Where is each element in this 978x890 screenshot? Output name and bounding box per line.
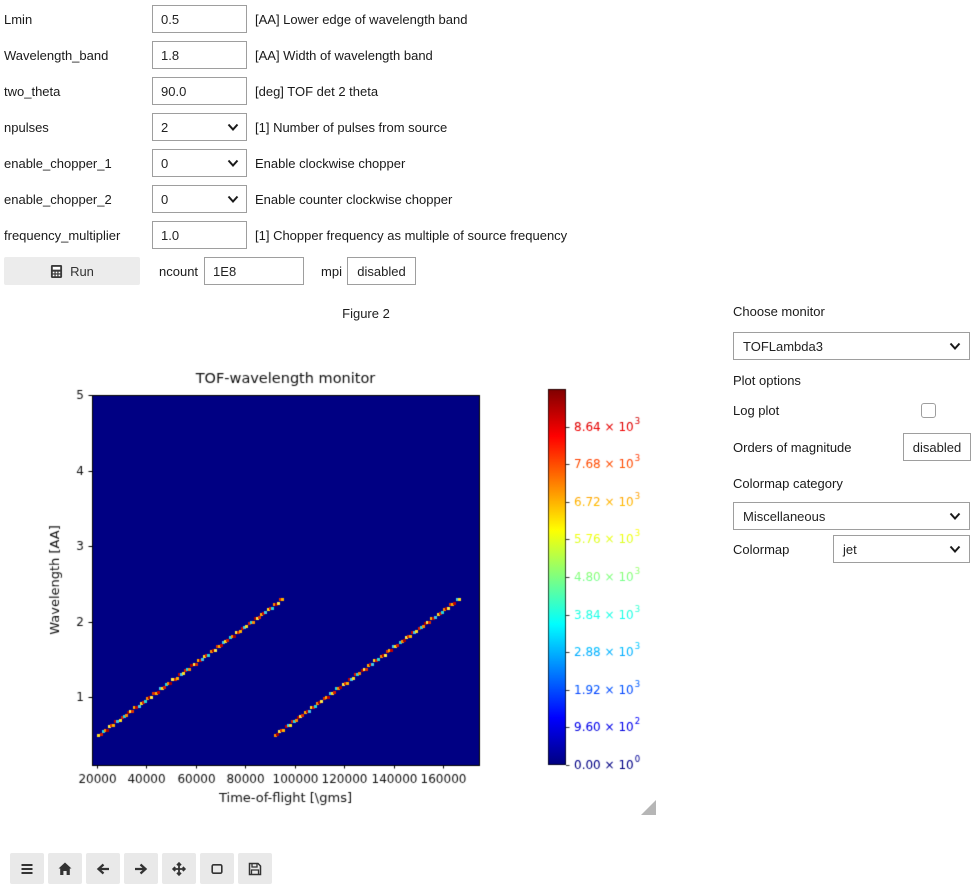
enable-chopper-1-description: Enable clockwise chopper xyxy=(255,155,406,171)
colormap-select[interactable]: jet xyxy=(833,535,970,563)
two-theta-description: [deg] TOF det 2 theta xyxy=(255,83,379,99)
pan-move-icon xyxy=(171,861,187,876)
colormap-category-select[interactable]: Miscellaneous xyxy=(733,502,970,530)
npulses-select[interactable]: 2 xyxy=(152,113,247,141)
parameter-form: Lmin [AA] Lower edge of wavelength band … xyxy=(4,5,567,285)
run-button-label: Run xyxy=(70,263,94,279)
figure-resize-handle[interactable] xyxy=(641,800,656,815)
matplotlib-toolbar xyxy=(10,853,272,884)
enable-chopper-2-label: enable_chopper_2 xyxy=(4,191,112,207)
mpi-label: mpi xyxy=(321,263,342,279)
two-theta-label: two_theta xyxy=(4,83,61,99)
npulses-select-value: 2 xyxy=(161,119,169,135)
form-row-lmin: Lmin [AA] Lower edge of wavelength band xyxy=(4,5,567,33)
enable-chopper-1-select-value: 0 xyxy=(161,155,169,171)
toolbar-zoom-rect-button[interactable] xyxy=(200,853,234,884)
figure-widget: Figure 2 xyxy=(36,306,696,820)
log-plot-label: Log plot xyxy=(733,403,780,418)
ncount-label: ncount xyxy=(159,263,199,279)
colormap-label: Colormap xyxy=(733,541,790,557)
enable-chopper-1-select[interactable]: 0 xyxy=(152,149,247,177)
wavelength-band-description: [AA] Width of wavelength band xyxy=(255,47,433,63)
form-row-wavelength-band: Wavelength_band [AA] Width of wavelength… xyxy=(4,41,567,69)
save-icon xyxy=(248,862,262,875)
toolbar-back-button[interactable] xyxy=(86,853,120,884)
home-icon xyxy=(58,862,72,875)
plot-options-panel: Choose monitor TOFLambda3 Plot options L… xyxy=(733,304,971,563)
menu-icon xyxy=(21,863,33,874)
enable-chopper-1-label: enable_chopper_1 xyxy=(4,155,112,171)
colormap-category-select-value: Miscellaneous xyxy=(743,508,826,524)
chevron-down-icon xyxy=(227,159,239,167)
toolbar-forward-button[interactable] xyxy=(124,853,158,884)
orders-of-magnitude-box[interactable]: disabled xyxy=(903,433,971,461)
chevron-down-icon xyxy=(949,342,961,350)
arrow-right-icon xyxy=(135,863,148,874)
chevron-down-icon xyxy=(949,545,961,553)
zoom-rect-icon xyxy=(211,863,223,874)
wavelength-band-label: Wavelength_band xyxy=(4,47,109,63)
choose-monitor-label: Choose monitor xyxy=(733,304,825,319)
toolbar-menu-button[interactable] xyxy=(10,853,44,884)
ncount-input[interactable] xyxy=(204,257,305,285)
colormap-select-value: jet xyxy=(843,541,857,557)
toolbar-pan-button[interactable] xyxy=(162,853,196,884)
tof-wavelength-monitor-canvas[interactable] xyxy=(36,330,696,820)
plot-options-label: Plot options xyxy=(733,373,801,388)
log-plot-checkbox[interactable] xyxy=(921,403,936,418)
mpi-value-box[interactable]: disabled xyxy=(347,257,416,285)
lmin-description: [AA] Lower edge of wavelength band xyxy=(255,11,468,27)
frequency-multiplier-input[interactable] xyxy=(152,221,247,249)
lmin-input[interactable] xyxy=(152,5,247,33)
colormap-row: Colormap jet xyxy=(733,535,970,563)
two-theta-input[interactable] xyxy=(152,77,247,105)
enable-chopper-2-description: Enable counter clockwise chopper xyxy=(255,191,453,207)
enable-chopper-2-select-value: 0 xyxy=(161,191,169,207)
npulses-label: npulses xyxy=(4,119,49,135)
chevron-down-icon xyxy=(227,123,239,131)
orders-of-magnitude-row: Orders of magnitude disabled xyxy=(733,433,971,461)
form-row-enable-chopper-1: enable_chopper_1 0 Enable clockwise chop… xyxy=(4,149,567,177)
toolbar-save-button[interactable] xyxy=(238,853,272,884)
run-row: Run ncount mpi disabled xyxy=(4,257,567,285)
lmin-label: Lmin xyxy=(4,11,33,27)
monitor-select[interactable]: TOFLambda3 xyxy=(733,332,970,360)
calculator-icon xyxy=(50,264,63,278)
form-row-two-theta: two_theta [deg] TOF det 2 theta xyxy=(4,77,567,105)
npulses-description: [1] Number of pulses from source xyxy=(255,119,448,135)
enable-chopper-2-select[interactable]: 0 xyxy=(152,185,247,213)
form-row-enable-chopper-2: enable_chopper_2 0 Enable counter clockw… xyxy=(4,185,567,213)
frequency-multiplier-description: [1] Chopper frequency as multiple of sou… xyxy=(255,227,568,243)
run-button[interactable]: Run xyxy=(4,257,140,285)
colormap-category-label: Colormap category xyxy=(733,476,843,491)
monitor-select-value: TOFLambda3 xyxy=(743,338,823,354)
orders-of-magnitude-label: Orders of magnitude xyxy=(733,439,852,455)
log-plot-row: Log plot xyxy=(733,403,936,418)
frequency-multiplier-label: frequency_multiplier xyxy=(4,227,121,243)
chevron-down-icon xyxy=(949,512,961,520)
chevron-down-icon xyxy=(227,195,239,203)
form-row-npulses: npulses 2 [1] Number of pulses from sour… xyxy=(4,113,567,141)
figure-title: Figure 2 xyxy=(342,306,390,321)
wavelength-band-input[interactable] xyxy=(152,41,247,69)
toolbar-home-button[interactable] xyxy=(48,853,82,884)
arrow-left-icon xyxy=(96,863,109,874)
form-row-frequency-multiplier: frequency_multiplier [1] Chopper frequen… xyxy=(4,221,567,249)
